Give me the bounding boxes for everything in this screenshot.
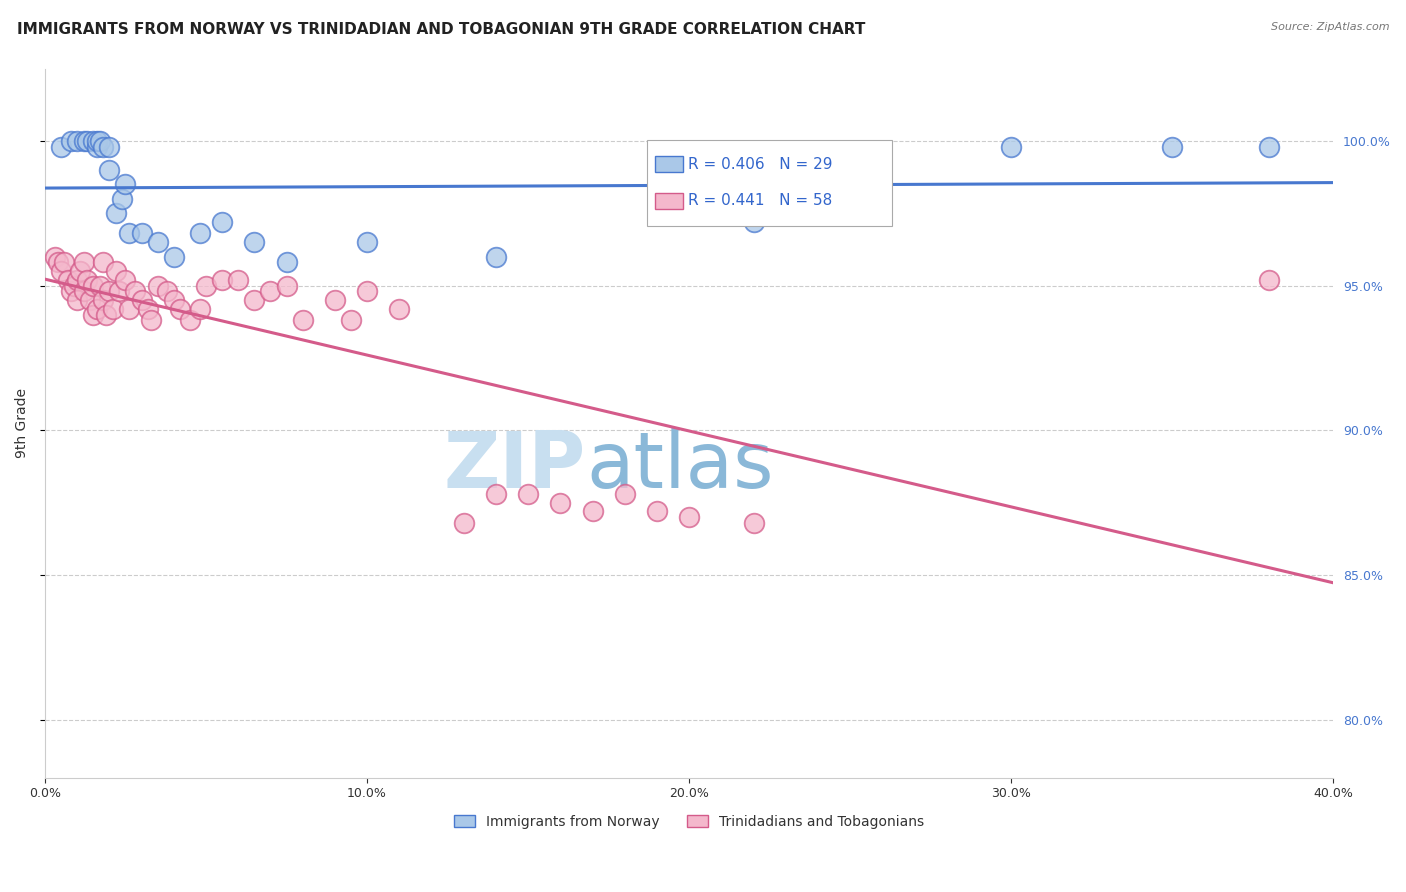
Y-axis label: 9th Grade: 9th Grade <box>15 388 30 458</box>
Point <box>44 250 66 264</box>
Point <box>169 301 191 316</box>
Point <box>146 235 169 249</box>
Point <box>581 504 603 518</box>
Point <box>76 134 98 148</box>
Text: ZIP: ZIP <box>444 427 586 504</box>
Point <box>82 308 104 322</box>
Point <box>188 227 211 241</box>
Point <box>49 264 72 278</box>
Point <box>259 285 281 299</box>
Text: IMMIGRANTS FROM NORWAY VS TRINIDADIAN AND TOBAGONIAN 9TH GRADE CORRELATION CHART: IMMIGRANTS FROM NORWAY VS TRINIDADIAN AN… <box>17 22 865 37</box>
Point <box>243 235 266 249</box>
Point <box>96 308 118 322</box>
Point <box>66 273 89 287</box>
Point <box>104 206 127 220</box>
Point <box>72 255 94 269</box>
Legend: Immigrants from Norway, Trinidadians and Tobagonians: Immigrants from Norway, Trinidadians and… <box>449 809 929 834</box>
Point <box>550 495 572 509</box>
Point <box>195 278 218 293</box>
Text: R = 0.441   N = 58: R = 0.441 N = 58 <box>688 194 832 208</box>
Point <box>1258 273 1281 287</box>
Point <box>49 139 72 153</box>
Point <box>276 255 298 269</box>
Point <box>188 301 211 316</box>
Point <box>86 139 108 153</box>
Point <box>356 285 378 299</box>
Point <box>63 278 86 293</box>
Point <box>156 285 179 299</box>
Point <box>226 273 249 287</box>
Point <box>91 293 114 307</box>
Point <box>1000 139 1022 153</box>
Point <box>388 301 411 316</box>
Point <box>118 227 141 241</box>
Point <box>66 293 89 307</box>
Point <box>1258 139 1281 153</box>
Point <box>211 273 233 287</box>
Point <box>124 285 146 299</box>
Point <box>131 293 153 307</box>
Point <box>517 487 540 501</box>
Point <box>114 273 136 287</box>
Point <box>91 139 114 153</box>
Point <box>613 487 636 501</box>
Point <box>98 139 121 153</box>
Point <box>59 285 82 299</box>
Point <box>243 293 266 307</box>
Point <box>118 301 141 316</box>
Point <box>146 278 169 293</box>
Point <box>1161 139 1184 153</box>
Point <box>46 255 69 269</box>
Point <box>98 285 121 299</box>
Point <box>323 293 346 307</box>
Point <box>101 301 124 316</box>
Text: Source: ZipAtlas.com: Source: ZipAtlas.com <box>1271 22 1389 32</box>
Point <box>179 313 201 327</box>
Point <box>56 273 79 287</box>
Point <box>86 134 108 148</box>
Point <box>72 134 94 148</box>
Point <box>211 215 233 229</box>
Point <box>485 250 508 264</box>
Point <box>72 285 94 299</box>
Point <box>53 255 76 269</box>
Point <box>89 134 111 148</box>
Point <box>131 227 153 241</box>
Point <box>453 516 475 530</box>
Point <box>108 285 131 299</box>
Point <box>69 264 91 278</box>
Point <box>76 273 98 287</box>
Point <box>340 313 363 327</box>
Point <box>645 504 668 518</box>
Point <box>136 301 159 316</box>
Point <box>276 278 298 293</box>
Text: atlas: atlas <box>586 427 773 504</box>
Point <box>742 215 765 229</box>
Point <box>82 134 104 148</box>
Text: R = 0.406   N = 29: R = 0.406 N = 29 <box>688 157 832 172</box>
Point <box>485 487 508 501</box>
Point <box>678 510 700 524</box>
Point <box>141 313 163 327</box>
Point <box>104 264 127 278</box>
Point <box>291 313 314 327</box>
Point <box>163 293 186 307</box>
Point <box>59 134 82 148</box>
Point <box>114 178 136 192</box>
Point <box>111 192 134 206</box>
Point <box>89 278 111 293</box>
Point <box>163 250 186 264</box>
Point <box>86 301 108 316</box>
Point <box>98 162 121 177</box>
Point <box>82 278 104 293</box>
Point <box>742 516 765 530</box>
Point <box>356 235 378 249</box>
Point <box>66 134 89 148</box>
Point <box>79 293 101 307</box>
Point <box>91 255 114 269</box>
